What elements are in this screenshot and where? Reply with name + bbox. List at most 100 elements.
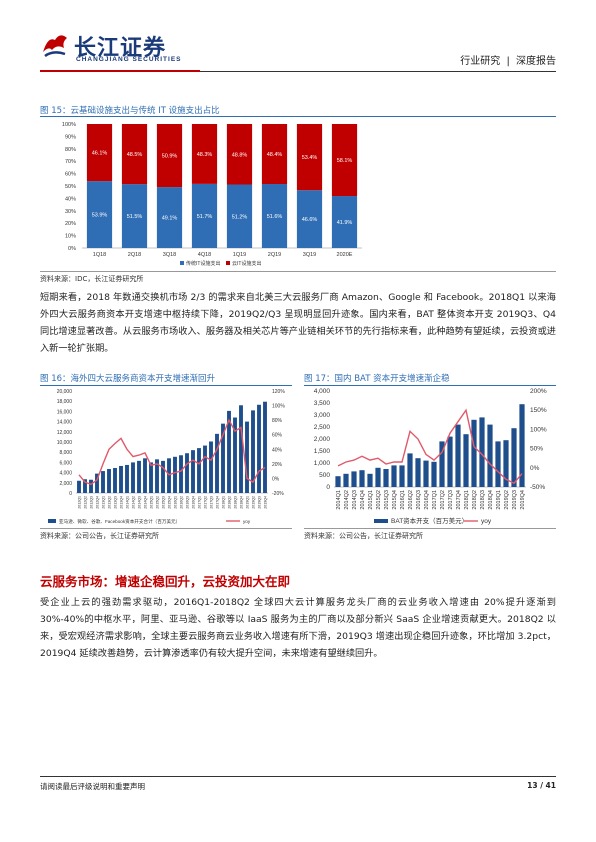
bar-capex — [335, 476, 341, 487]
data-label: 48.3% — [197, 152, 213, 158]
legend-swatch-bar — [48, 519, 56, 523]
x-tick-label: 2Q18 — [128, 252, 141, 258]
data-label: 58.1% — [337, 158, 353, 164]
y-left-tick-label: 16,000 — [57, 409, 73, 415]
bar-capex — [263, 401, 267, 493]
x-tick-label: 2016Q3 — [416, 490, 422, 510]
y-tick-label: 50% — [65, 184, 76, 190]
report-category: 行业研究 — [460, 56, 501, 67]
bar-capex — [479, 417, 485, 487]
section-title: 云服务市场：增速企稳回升，云投资加大在即 — [40, 574, 291, 589]
y-left-tick-label: 10,000 — [57, 440, 73, 446]
bar-capex — [511, 428, 517, 487]
figure17-chart: 0 500 1,000 1,500 2,000 2,500 3,000 3,500 4,000 -… — [314, 388, 547, 525]
x-tick-label: 2017Q3 — [448, 490, 454, 510]
legend-label: 传统IT设施支出 — [186, 260, 220, 267]
legend-label-bar: 亚马逊、微软、谷歌、Facebook资本开支合计（百万美元） — [59, 518, 180, 525]
legend-swatch — [180, 261, 184, 265]
y-tick-label: 60% — [65, 172, 76, 178]
bar-capex — [251, 410, 255, 493]
bar-traditional-it — [226, 184, 253, 248]
x-tick-label: 2019Q4 — [520, 490, 526, 510]
data-label: 50.9% — [162, 154, 178, 160]
y-right-tick-label: 200% — [530, 388, 547, 395]
y-left-tick-label: 2,500 — [314, 424, 331, 431]
figure17-title: 图 17：国内 BAT 资本开支增速渐企稳 — [304, 374, 450, 384]
bar-capex — [233, 417, 237, 493]
bar-capex — [391, 465, 397, 487]
bar-capex — [495, 441, 501, 487]
data-label: 51.5% — [127, 214, 143, 220]
x-tick-label: 2015Q4 — [167, 496, 171, 509]
y-tick-label: 30% — [65, 209, 76, 215]
y-tick-label: 20% — [65, 221, 76, 227]
y-right-tick-label: 100% — [272, 404, 285, 410]
bar-capex — [95, 473, 99, 493]
bar-capex — [221, 423, 225, 493]
y-tick-label: 70% — [65, 159, 76, 165]
y-tick-label: 40% — [65, 196, 76, 202]
bar-capex — [131, 462, 135, 493]
bar-capex — [215, 433, 219, 493]
bar-cloud-it — [261, 124, 288, 185]
bar-capex — [245, 421, 249, 493]
bar-cloud-it — [191, 124, 218, 184]
x-tick-label: 2018Q2 — [472, 490, 478, 510]
bar-capex — [471, 419, 477, 487]
bar-capex — [137, 460, 141, 493]
y-right-tick-label: 120% — [272, 389, 285, 395]
footer-rule — [40, 776, 556, 777]
x-tick-label: 2018Q3 — [233, 496, 237, 509]
bar-cloud-it — [296, 124, 323, 191]
bar-capex — [173, 456, 177, 493]
bar-capex — [343, 473, 349, 487]
bar-capex — [143, 458, 147, 493]
bar-cloud-it — [331, 124, 358, 197]
x-tick-label: 2013Q1 — [101, 496, 105, 509]
header: 长江证券 CHANGJIANG SECURITIES 行业研究 | 深度报告 — [40, 28, 556, 72]
bar-capex — [209, 441, 213, 493]
x-tick-label: 1Q19 — [233, 252, 246, 258]
data-label: 51.7% — [197, 214, 213, 220]
paragraph-1: 短期来看，2018 年数通交换机市场 2/3 的需求来自北美三大云服务厂商 Am… — [40, 292, 556, 354]
y-left-tick-label: 12,000 — [57, 430, 73, 436]
bar-capex — [149, 462, 153, 493]
bar-capex — [227, 410, 231, 493]
x-tick-label: 2020E — [337, 252, 353, 258]
y-left-tick-label: 4,000 — [314, 388, 331, 395]
x-tick-label: 2017Q1 — [432, 490, 438, 510]
bar-capex — [197, 448, 201, 493]
y-right-tick-label: 100% — [530, 426, 547, 433]
figure15-chart: 0% 10% 20% 30% 40% 50% 60% 70% 80% 90% 100% 53.9% 46… — [62, 122, 362, 267]
y-right-tick-label: 0% — [530, 465, 540, 472]
bar-capex — [101, 471, 105, 493]
bar-capex — [125, 464, 129, 493]
y-tick-label: 0% — [68, 246, 76, 252]
bar-capex — [119, 465, 123, 493]
bar-capex — [423, 460, 429, 487]
x-tick-label: 3Q18 — [163, 252, 176, 258]
figure16-rule — [40, 385, 292, 386]
x-tick-label: 2015Q1 — [149, 496, 153, 509]
x-tick-label: 2017Q4 — [456, 490, 462, 510]
x-tick-label: 2016Q2 — [179, 496, 183, 509]
bar-cloud-it — [121, 124, 148, 185]
bar-capex — [415, 458, 421, 487]
x-tick-label: 2017Q2 — [203, 496, 207, 509]
bar-capex — [185, 453, 189, 493]
bar-capex — [399, 465, 405, 487]
y-left-tick-label: 18,000 — [57, 399, 73, 405]
x-tick-label: 2012Q1 — [77, 496, 81, 509]
data-label: 46.6% — [302, 217, 318, 223]
x-tick-label: 2019Q2 — [504, 490, 510, 510]
yoy-line — [78, 418, 266, 486]
x-tick-label: 2012Q3 — [89, 496, 93, 509]
x-tick-label: 2014Q4 — [360, 490, 366, 510]
bar-capex — [239, 405, 243, 493]
bar-capex — [107, 469, 111, 493]
x-tick-label: 3Q19 — [303, 252, 316, 258]
data-label: 48.5% — [127, 152, 143, 158]
data-label: 48.4% — [267, 152, 283, 158]
bar-capex — [503, 440, 509, 487]
y-left-tick-label: 6,000 — [59, 460, 72, 466]
